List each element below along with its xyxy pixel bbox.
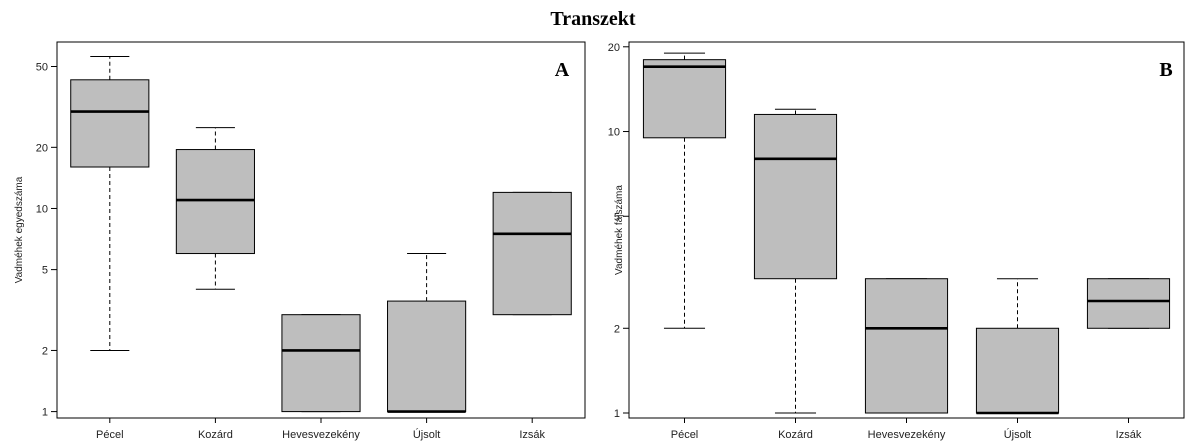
box-iqr (492, 191, 572, 316)
box-iqr (281, 314, 361, 413)
y-tick-label: 50 (36, 61, 48, 73)
box-iqr (387, 300, 467, 413)
box-iqr (975, 327, 1060, 414)
x-tick-label: Pécel (671, 429, 699, 441)
box-iqr (753, 113, 838, 280)
y-tick-label: 2 (614, 323, 620, 335)
box-kozard (175, 127, 255, 290)
box-izsak (492, 191, 572, 316)
box-ujsolt (975, 278, 1060, 415)
x-tick-label: Újsolt (413, 428, 441, 441)
box-iqr (175, 149, 255, 255)
box-kozard (753, 108, 838, 414)
x-tick-label: Izsák (519, 429, 545, 441)
box-ujsolt (387, 253, 467, 413)
x-tick-label: Pécel (96, 429, 124, 441)
box-hevesvezekeny (281, 314, 361, 413)
panel-label: B (1159, 59, 1172, 81)
box-iqr (864, 278, 949, 414)
x-tick-label: Hevesvezekény (868, 429, 946, 441)
box-iqr (1086, 278, 1171, 329)
box-pecel (70, 55, 150, 351)
box-izsak (1086, 278, 1171, 329)
box-iqr (642, 59, 727, 139)
box-hevesvezekeny (864, 278, 949, 414)
y-tick-label: 5 (614, 211, 620, 223)
y-axis-label: Vadméhek fajszáma (614, 185, 625, 275)
y-tick-label: 1 (614, 408, 620, 420)
panel-a: 1 2 5 10 20 50 Vadméhek egyedszáma A Pécel Kozárd… (14, 41, 586, 441)
x-tick-label: Hevesvezekény (282, 429, 360, 441)
x-tick-label: Kozárd (778, 429, 813, 441)
panel-label: A (555, 59, 570, 81)
y-tick-label: 20 (608, 42, 620, 54)
y-tick-label: 5 (42, 265, 48, 277)
box-pecel (642, 52, 727, 329)
x-tick-label: Újsolt (1004, 428, 1032, 441)
y-axis-label: Vadméhek egyedszáma (14, 176, 25, 283)
x-tick-label: Kozárd (198, 429, 233, 441)
y-tick-label: 2 (42, 345, 48, 357)
box-iqr (70, 79, 150, 168)
y-tick-label: 10 (608, 127, 620, 139)
x-tick-label: Izsák (1116, 429, 1142, 441)
figure-title: Transzekt (550, 8, 636, 30)
y-tick-label: 20 (36, 142, 48, 154)
y-tick-label: 10 (36, 203, 48, 215)
panel-b: 1 2 5 10 20 Vadméhek fajszáma B Pécel Kozárd Heve… (608, 41, 1185, 441)
y-tick-label: 1 (42, 407, 48, 419)
